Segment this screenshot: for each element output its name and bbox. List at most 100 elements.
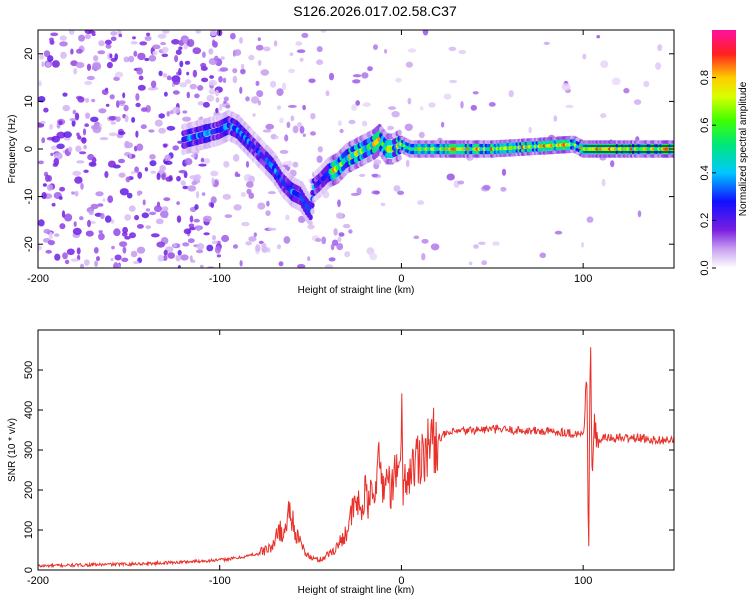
spectrogram-noise-cell xyxy=(273,40,278,47)
spectrogram-noise-cell xyxy=(245,161,250,168)
snr-y-tick-label: 500 xyxy=(23,361,35,379)
spectrogram-noise-cell xyxy=(158,127,167,134)
spectrogram-noise-cell xyxy=(299,125,305,134)
spectrogram-noise-cell xyxy=(86,75,95,81)
spectrogram-noise-cell xyxy=(71,119,76,127)
spectrogram-noise-cell xyxy=(348,119,356,125)
spectrogram-noise-cell xyxy=(121,257,129,262)
spectrogram-ridge-cell xyxy=(397,129,402,136)
spectrogram-noise-cell xyxy=(248,54,255,61)
spectrogram-noise-cell xyxy=(203,232,210,236)
spectrogram-noise-cell xyxy=(449,79,458,84)
spectrogram-noise-cell xyxy=(182,38,189,44)
spectrogram-noise-cell xyxy=(175,49,182,55)
spectrogram-noise-cell xyxy=(108,132,118,137)
spectrogram-noise-cell xyxy=(458,49,467,55)
spectrogram-noise-cell xyxy=(53,152,63,160)
spectrogram-noise-cell xyxy=(655,62,662,70)
spectrogram-noise-cell xyxy=(586,216,594,223)
spectrogram-noise-cell xyxy=(118,131,126,136)
spectrogram-noise-cell xyxy=(330,243,335,251)
spectrogram-noise-cell xyxy=(232,75,238,84)
spectrogram-noise-cell xyxy=(113,76,120,81)
spectrogram-noise-cell xyxy=(118,158,125,164)
spectrogram-y-ticks: -20 -10 0 10 20 xyxy=(23,48,674,252)
spectrogram-noise-cell xyxy=(187,185,197,192)
spectrogram-noise-cell xyxy=(70,48,74,55)
spectrogram-noise-cell xyxy=(251,96,260,104)
spectrogram-noise-cell xyxy=(191,181,198,186)
spectrogram-noise-cell xyxy=(99,137,109,141)
spectrogram-noise-cell xyxy=(41,61,45,68)
spectrogram-noise-cell xyxy=(240,192,247,197)
spectrogram-noise-cell xyxy=(299,57,304,62)
snr-x-tick-label: 0 xyxy=(398,575,404,587)
spectrogram-noise-cell xyxy=(163,249,168,256)
spectrogram-noise-cell xyxy=(59,41,68,47)
spectrogram-noise-cell xyxy=(581,241,584,248)
spectrogram-noise-cell xyxy=(38,219,45,227)
spectrogram-noise-cell xyxy=(83,169,89,173)
spectrogram-noise-cell xyxy=(260,69,270,76)
spectrogram-noise-cell xyxy=(388,106,397,110)
spectrogram-noise-cell xyxy=(234,49,242,56)
spectrogram-noise-cell xyxy=(239,260,243,267)
spectrogram-noise-cell xyxy=(261,242,267,250)
spectrogram-noise-cell xyxy=(215,107,219,114)
spectrogram-noise-cell xyxy=(148,129,155,133)
spectrogram-noise-cell xyxy=(307,224,315,230)
spectrogram-noise-cell xyxy=(130,250,138,258)
spectrogram-noise-cell xyxy=(105,87,109,92)
spectrogram-noise-cell xyxy=(91,98,96,103)
spectrogram-noise-cell xyxy=(203,158,211,164)
spectrogram-noise-cell xyxy=(178,68,182,76)
spectrogram-noise-cell xyxy=(367,66,373,72)
spectrogram-noise-cell xyxy=(373,159,382,165)
spectrogram-noise-cell xyxy=(405,159,410,168)
spectrogram-noise-cell xyxy=(177,249,182,256)
spectrogram-noise-cell xyxy=(208,79,218,86)
spectrogram-noise-cell xyxy=(637,210,642,218)
spectrogram-noise-cell xyxy=(137,171,143,179)
spectrogram-noise-cell xyxy=(178,46,183,50)
spectrogram-noise-cell xyxy=(283,236,291,244)
spectrogram-noise-cell xyxy=(52,162,58,167)
spectrogram-noise-cell xyxy=(51,135,60,143)
spectrogram-noise-cell xyxy=(215,97,220,103)
spectrogram-noise-cell xyxy=(206,244,214,252)
spectrogram-noise-cell xyxy=(104,39,112,45)
spectrogram-noise-cell xyxy=(292,161,299,168)
snr-x-tick-label: -100 xyxy=(209,575,231,587)
spectrogram-noise-cell xyxy=(286,121,291,128)
spectrogram-noise-cell xyxy=(214,55,219,61)
spectrogram-noise-cell xyxy=(118,100,126,104)
spectrogram-noise-cell xyxy=(141,107,148,112)
spectrogram-noise-cell xyxy=(348,229,353,234)
spectrogram-noise-cell xyxy=(194,93,200,99)
spectrogram-noise-cell xyxy=(144,35,152,42)
spectrogram-noise-cell xyxy=(190,154,196,158)
spectrogram-noise-cell xyxy=(342,223,351,229)
spectrogram-noise-cell xyxy=(241,221,250,227)
spectrogram-noise-cell xyxy=(125,176,131,183)
spectrogram-noise-cell xyxy=(610,160,615,168)
spectrogram-noise-cell xyxy=(292,125,299,134)
spectrogram-noise-cell xyxy=(279,117,284,124)
spectrogram-noise-cell xyxy=(148,55,157,62)
spectrogram-noise-cell xyxy=(565,104,574,109)
colorbar-label: Normalized spectral amplitude xyxy=(738,81,749,216)
spectrogram-noise-cell xyxy=(374,190,380,195)
spectrogram-ridge-cell xyxy=(671,154,674,158)
spectrogram-noise-cell xyxy=(193,218,200,223)
spectrogram-noise-cell xyxy=(90,203,99,210)
spectrogram-noise-cell xyxy=(221,234,230,243)
spectrogram-noise-cell xyxy=(164,210,169,219)
spectrogram-noise-cell xyxy=(41,137,46,144)
spectrogram-noise-cell xyxy=(223,96,229,102)
spectrogram-noise-cell xyxy=(144,57,150,62)
spectrogram-noise-cell xyxy=(241,63,245,70)
spectrogram-noise-cell xyxy=(407,48,417,53)
spectrogram-noise-cell xyxy=(58,196,63,200)
spectrogram-noise-cell xyxy=(134,214,140,221)
spectrogram-noise-cell xyxy=(270,80,277,88)
